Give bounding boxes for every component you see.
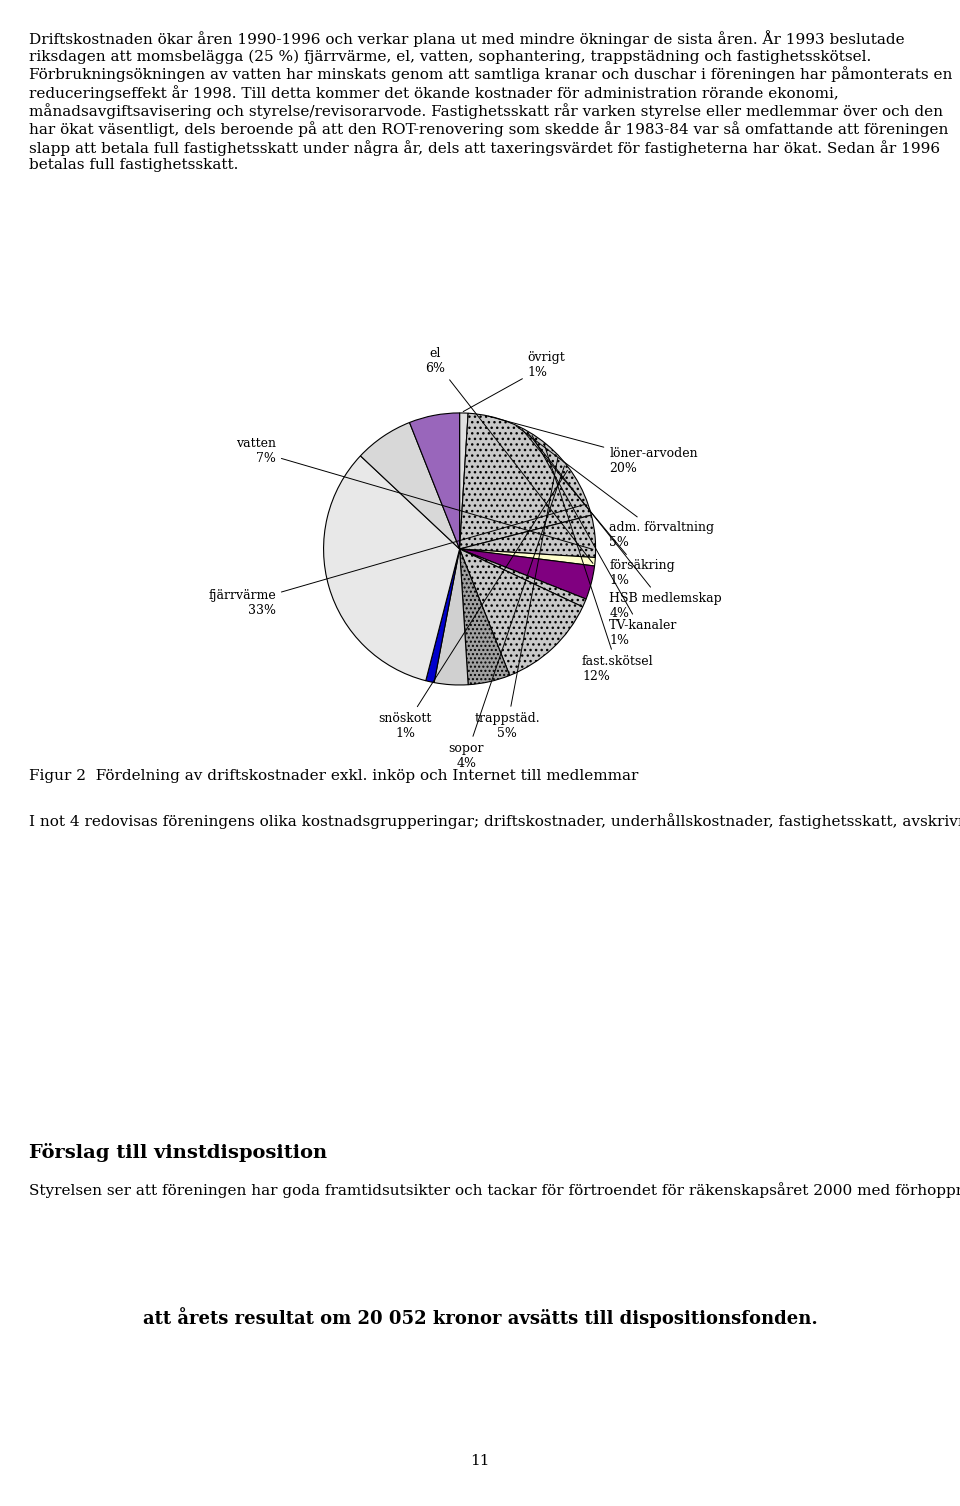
Text: sopor
4%: sopor 4% xyxy=(448,465,564,770)
Wedge shape xyxy=(460,550,510,685)
Text: fjärrvärme
33%: fjärrvärme 33% xyxy=(208,505,586,617)
Text: övrigt
1%: övrigt 1% xyxy=(464,351,565,411)
Text: vatten
7%: vatten 7% xyxy=(236,437,593,550)
Wedge shape xyxy=(460,550,583,675)
Text: fast.skötsel
12%: fast.skötsel 12% xyxy=(544,444,654,682)
Text: snöskott
1%: snöskott 1% xyxy=(378,470,567,739)
Text: HSB medlemskap
4%: HSB medlemskap 4% xyxy=(527,432,722,620)
Text: försäkring
1%: försäkring 1% xyxy=(522,429,675,587)
Text: att årets resultat om 20 052 kronor avsätts till dispositionsfonden.: att årets resultat om 20 052 kronor avsä… xyxy=(143,1307,817,1328)
Text: Figur 2  Fördelning av driftskostnader exkl. inköp och Internet till medlemmar: Figur 2 Fördelning av driftskostnader ex… xyxy=(29,768,638,783)
Text: löner-arvoden
20%: löner-arvoden 20% xyxy=(489,416,698,474)
Text: Förslag till vinstdisposition: Förslag till vinstdisposition xyxy=(29,1143,327,1161)
Text: TV-kanaler
1%: TV-kanaler 1% xyxy=(532,435,678,648)
Wedge shape xyxy=(434,550,468,685)
Text: trappstäd.
5%: trappstäd. 5% xyxy=(474,458,558,739)
Wedge shape xyxy=(460,413,468,550)
Wedge shape xyxy=(410,413,460,550)
Text: adm. förvaltning
5%: adm. förvaltning 5% xyxy=(516,426,714,550)
Wedge shape xyxy=(426,550,460,682)
Wedge shape xyxy=(460,413,591,550)
Text: I not 4 redovisas föreningens olika kostnadsgrupperingar; driftskostnader, under: I not 4 redovisas föreningens olika kost… xyxy=(29,813,960,830)
Wedge shape xyxy=(460,515,595,557)
Wedge shape xyxy=(460,550,595,566)
Text: Driftskostnaden ökar åren 1990-1996 och verkar plana ut med mindre ökningar de s: Driftskostnaden ökar åren 1990-1996 och … xyxy=(29,30,952,172)
Text: 11: 11 xyxy=(470,1453,490,1468)
Wedge shape xyxy=(360,423,460,550)
Text: Styrelsen ser att föreningen har goda framtidsutsikter och tackar för förtroende: Styrelsen ser att föreningen har goda fr… xyxy=(29,1182,960,1199)
Wedge shape xyxy=(460,550,586,607)
Wedge shape xyxy=(324,456,460,681)
Wedge shape xyxy=(460,550,594,599)
Text: el
6%: el 6% xyxy=(425,348,593,563)
